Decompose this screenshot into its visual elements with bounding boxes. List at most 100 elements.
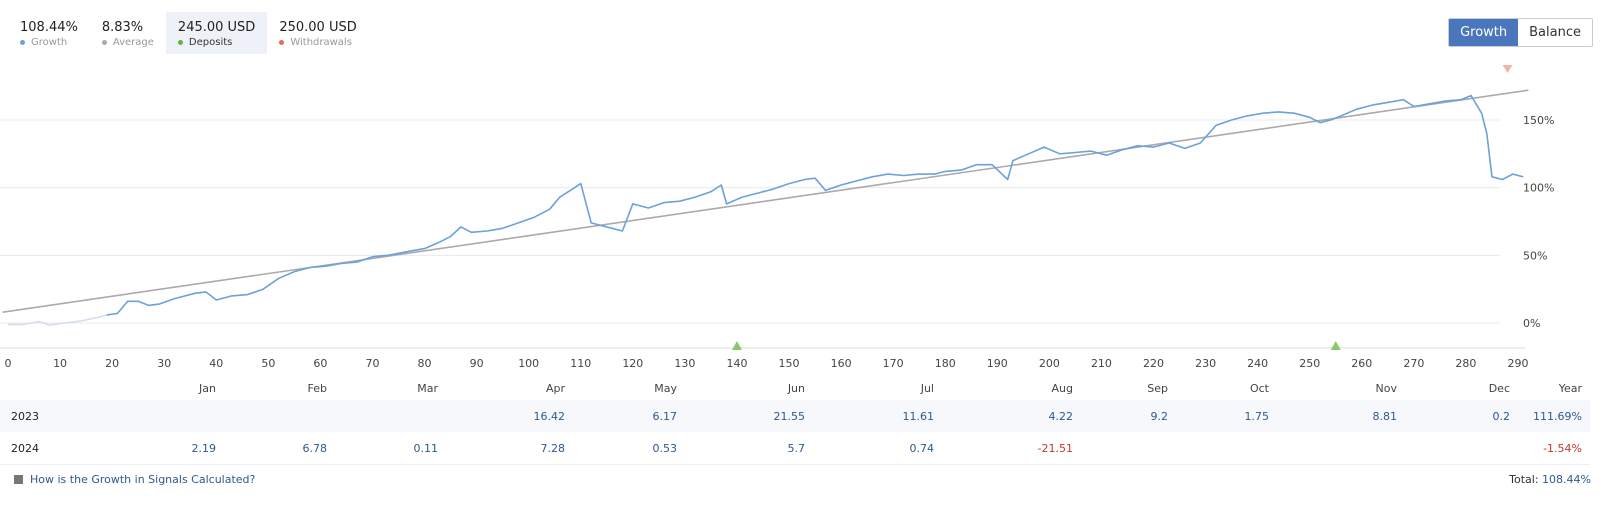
x-tick-label: 170 — [883, 357, 904, 370]
table-cell[interactable]: 0.53 — [573, 432, 685, 465]
x-tick-label: 60 — [313, 357, 327, 370]
stat-average-label: Average — [112, 37, 154, 48]
growth-toggle-button[interactable]: Growth — [1449, 19, 1519, 46]
x-tick-label: 120 — [622, 357, 643, 370]
table-cell[interactable] — [1176, 432, 1277, 465]
x-tick-label: 20 — [105, 357, 119, 370]
year-label: 2024 — [0, 432, 118, 465]
year-total-cell: -1.54% — [1518, 432, 1590, 465]
x-tick-label: 260 — [1351, 357, 1372, 370]
chart-mode-toggle: Growth Balance — [1448, 18, 1593, 47]
header-aug: Aug — [1051, 381, 1073, 395]
table-cell[interactable]: 11.61 — [902, 409, 935, 423]
stat-withdrawals-label: Withdrawals — [290, 37, 352, 48]
x-tick-label: 10 — [53, 357, 67, 370]
x-tick-label: 230 — [1195, 357, 1216, 370]
help-icon — [14, 475, 23, 484]
average-line — [2, 89, 1529, 313]
table-cell[interactable]: 9.2 — [1150, 409, 1169, 423]
x-tick-label: 190 — [987, 357, 1008, 370]
table-cell[interactable]: -21.51 — [942, 432, 1081, 465]
x-tick-label: 70 — [365, 357, 379, 370]
withdrawal-marker — [1502, 65, 1513, 73]
average-dot-icon — [101, 40, 107, 45]
total-label: Total: — [1509, 473, 1539, 486]
table-cell[interactable]: 7.28 — [446, 432, 573, 465]
table-cell[interactable]: 16.42 — [533, 409, 566, 423]
header-sep: Sep — [1147, 381, 1168, 395]
header-jun: Jun — [787, 381, 805, 395]
x-tick-label: 90 — [470, 357, 484, 370]
table-cell[interactable]: 6.17 — [652, 409, 678, 423]
stat-deposits[interactable]: 245.00 USD Deposits — [165, 12, 268, 54]
x-tick-label: 220 — [1143, 357, 1164, 370]
x-tick-label: 180 — [935, 357, 956, 370]
header-empty — [0, 376, 118, 400]
table-cell[interactable] — [335, 400, 446, 432]
table-cell[interactable]: 21.55 — [773, 409, 806, 423]
growth-calculation-link[interactable]: How is the Growth in Signals Calculated? — [14, 473, 255, 486]
table-cell[interactable] — [118, 400, 224, 432]
monthly-growth-table: Jan Feb Mar Apr May Jun Jul Aug Sep Oct … — [0, 376, 1590, 465]
stat-growth[interactable]: 108.44% Growth — [8, 12, 90, 54]
growth-dot-icon — [20, 40, 25, 45]
withdrawals-dot-icon — [279, 40, 285, 45]
table-cell[interactable]: 1.75 — [1244, 409, 1270, 423]
y-tick-label: 150% — [1523, 114, 1554, 127]
stat-withdrawals[interactable]: 250.00 USD Withdrawals — [267, 12, 368, 54]
header-feb: Feb — [307, 381, 327, 395]
stat-withdrawals-value: 250.00 USD — [279, 20, 357, 35]
header-dec: Dec — [1488, 381, 1510, 395]
year-label: 2023 — [11, 409, 39, 423]
table-cell[interactable] — [1081, 432, 1176, 465]
x-tick-label: 160 — [831, 357, 852, 370]
x-tick-label: 140 — [726, 357, 747, 370]
x-tick-label: 280 — [1455, 357, 1476, 370]
x-tick-label: 130 — [674, 357, 695, 370]
header-mar: Mar — [417, 381, 438, 395]
year-total-cell: 111.69% — [1533, 409, 1582, 423]
table-cell[interactable]: 5.7 — [685, 432, 813, 465]
x-tick-label: 200 — [1039, 357, 1060, 370]
x-tick-label: 210 — [1091, 357, 1112, 370]
table-cell[interactable]: 0.11 — [335, 432, 446, 465]
table-cell[interactable]: 2.19 — [118, 432, 224, 465]
balance-toggle-button[interactable]: Balance — [1518, 19, 1592, 46]
header-year: Year — [1558, 381, 1582, 395]
x-tick-label: 30 — [157, 357, 171, 370]
y-tick-label: 50% — [1523, 249, 1547, 262]
x-tick-label: 100 — [518, 357, 539, 370]
x-tick-label: 250 — [1299, 357, 1320, 370]
growth-calculation-link-text: How is the Growth in Signals Calculated? — [30, 473, 256, 486]
header-apr: Apr — [545, 381, 565, 395]
growth-chart: 0% 50% 100% 150% 0 10 20 30 40 50 60 70 80 90 100 110 12… — [0, 65, 1554, 370]
table-cell[interactable]: 8.81 — [1372, 409, 1398, 423]
stat-average-value: 8.83% — [101, 20, 144, 35]
stat-growth-label: Growth — [31, 37, 68, 48]
stat-average[interactable]: 8.83% Average — [90, 12, 166, 54]
table-row-2024: 2024 2.19 6.78 0.11 7.28 0.53 5.7 0.74 -… — [0, 432, 1590, 465]
stat-growth-value: 108.44% — [20, 20, 78, 35]
table-cell[interactable] — [1405, 432, 1518, 465]
deposits-dot-icon — [177, 40, 183, 45]
table-cell[interactable]: 0.74 — [813, 432, 942, 465]
x-tick-label: 40 — [209, 357, 223, 370]
x-tick-label: 240 — [1247, 357, 1268, 370]
total-summary: Total: 108.44% — [1509, 473, 1591, 486]
table-cell[interactable] — [1277, 432, 1405, 465]
x-tick-label: 80 — [418, 357, 432, 370]
x-tick-label: 290 — [1508, 357, 1529, 370]
y-tick-label: 100% — [1523, 182, 1554, 195]
stat-deposits-value: 245.00 USD — [177, 20, 256, 35]
total-value: 108.44% — [1542, 473, 1591, 486]
header-oct: Oct — [1249, 381, 1269, 395]
stats-bar: 108.44% Growth 8.83% Average 245.00 USD … — [8, 12, 369, 54]
header-may: May — [654, 381, 677, 395]
table-cell[interactable]: 4.22 — [1048, 409, 1074, 423]
x-tick-label: 50 — [261, 357, 275, 370]
table-cell[interactable]: 6.78 — [224, 432, 335, 465]
table-cell[interactable] — [224, 400, 335, 432]
x-tick-label: 0 — [5, 357, 12, 370]
table-cell[interactable]: 0.2 — [1492, 409, 1511, 423]
growth-line — [106, 94, 1524, 316]
